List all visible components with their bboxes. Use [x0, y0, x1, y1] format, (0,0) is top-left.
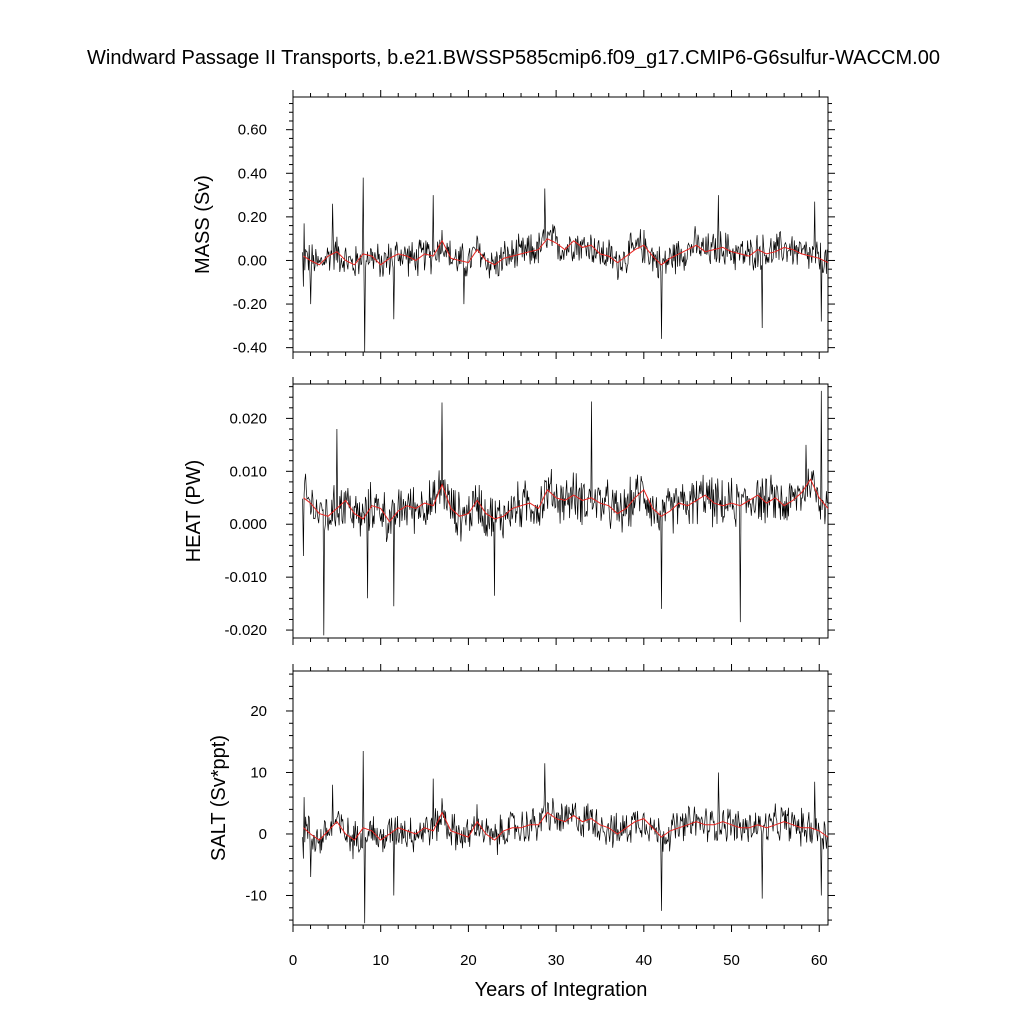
y-tick-label: 0.40: [238, 165, 267, 182]
x-tick-label: 60: [811, 952, 828, 969]
y-tick-label: -0.020: [224, 622, 267, 639]
panel-3: -10 0 10 20 SALT (Sv*ppt) 0 10 20 30 40 50 60: [208, 664, 835, 969]
y-tick-label: 0.010: [229, 463, 267, 480]
panel-1: -0.40 -0.20 0.00 0.20 0.40 0.60 MASS (Sv): [192, 90, 835, 359]
running-mean-line: [303, 238, 829, 266]
y-tick-label: -10: [245, 887, 267, 904]
monthly-series-line: [302, 750, 828, 924]
y-tick-label: 0.60: [238, 122, 267, 139]
monthly-series-line: [302, 390, 828, 636]
y-tick-label: 0.20: [238, 209, 267, 226]
y-tick-label: 0.020: [229, 410, 267, 427]
y-tick-label: 20: [250, 703, 267, 720]
y-tick-label: 10: [250, 764, 267, 781]
y-tick-label: -0.010: [224, 569, 267, 586]
x-tick-label: 0: [289, 952, 297, 969]
plot-frame: [292, 96, 829, 353]
y-axis-title: MASS (Sv): [192, 175, 214, 274]
x-tick-label: 40: [635, 952, 652, 969]
y-axis-title: HEAT (PW): [183, 460, 205, 563]
x-tick-label: 50: [723, 952, 740, 969]
x-tick-label: 20: [460, 952, 477, 969]
y-tick-label: 0.00: [238, 252, 267, 269]
running-mean-line: [303, 478, 829, 523]
y-axis-title: SALT (Sv*ppt): [208, 735, 230, 861]
y-tick-label: 0.000: [229, 516, 267, 533]
running-mean-line: [303, 811, 829, 841]
panel-2: -0.020 -0.010 0.000 0.010 0.020 HEAT (PW): [183, 377, 835, 645]
plot-frame: [292, 670, 829, 926]
panels: -0.40 -0.20 0.00 0.20 0.40 0.60 MASS (Sv) -0.02…: [183, 90, 835, 969]
y-tick-label: -0.20: [233, 296, 267, 313]
y-tick-label: -0.40: [233, 340, 267, 357]
plot-frame: [292, 383, 829, 639]
x-axis-title: Years of Integration: [475, 979, 648, 1001]
x-tick-label: 10: [372, 952, 389, 969]
y-tick-label: 0: [259, 826, 267, 843]
x-tick-label: 30: [548, 952, 565, 969]
chart-title: Windward Passage II Transports, b.e21.BW…: [87, 47, 940, 69]
